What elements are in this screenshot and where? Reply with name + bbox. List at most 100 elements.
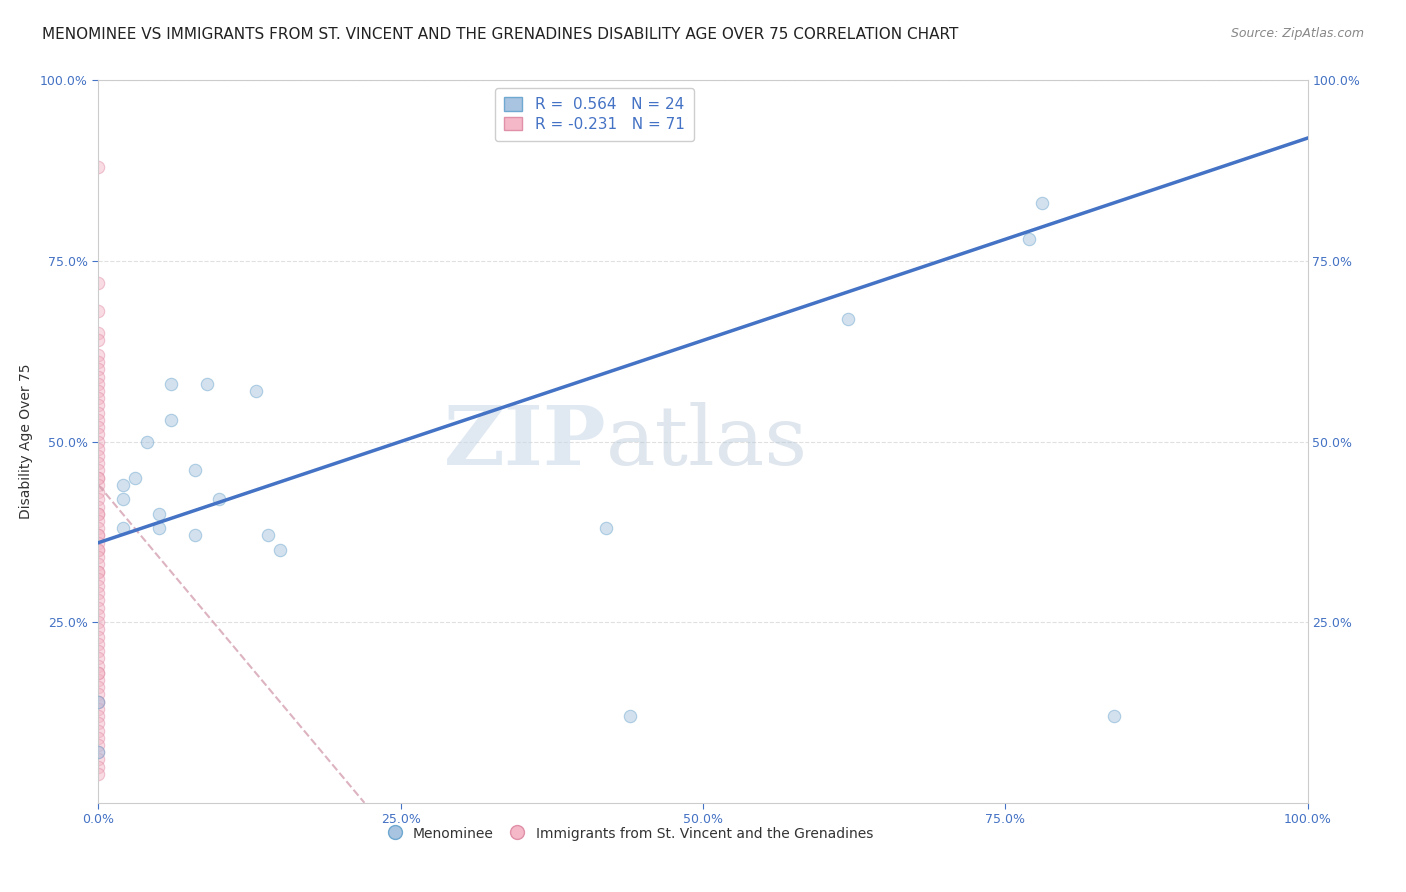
Point xyxy=(87,723,110,738)
Point xyxy=(87,593,110,607)
Point xyxy=(184,528,207,542)
Point xyxy=(148,507,170,521)
Point xyxy=(87,767,110,781)
Point xyxy=(87,709,110,723)
Point xyxy=(87,731,110,745)
Point xyxy=(87,413,110,427)
Point xyxy=(87,470,110,484)
Point xyxy=(87,607,110,622)
Point xyxy=(87,579,110,593)
Point xyxy=(87,334,110,348)
Point xyxy=(256,528,278,542)
Point xyxy=(87,716,110,731)
Point xyxy=(1031,196,1053,211)
Point xyxy=(1018,232,1040,246)
Point xyxy=(87,369,110,384)
Point xyxy=(87,463,110,477)
Point xyxy=(87,695,110,709)
Point xyxy=(87,376,110,391)
Point xyxy=(87,680,110,694)
Point xyxy=(595,521,617,535)
Point xyxy=(87,355,110,369)
Point xyxy=(124,470,146,484)
Point xyxy=(160,413,183,427)
Point xyxy=(87,745,110,759)
Point xyxy=(837,311,859,326)
Point xyxy=(87,406,110,420)
Point xyxy=(87,644,110,658)
Point xyxy=(87,665,110,680)
Point xyxy=(195,376,218,391)
Point xyxy=(87,326,110,340)
Point xyxy=(87,160,110,174)
Point xyxy=(87,514,110,528)
Point xyxy=(87,434,110,449)
Point xyxy=(269,542,291,557)
Point xyxy=(619,709,641,723)
Point xyxy=(87,687,110,701)
Point xyxy=(87,528,110,542)
Point xyxy=(87,752,110,766)
Point xyxy=(87,565,110,579)
Point xyxy=(87,695,110,709)
Point xyxy=(87,572,110,586)
Point xyxy=(87,485,110,500)
Point xyxy=(87,615,110,630)
Point xyxy=(87,535,110,549)
Text: ZIP: ZIP xyxy=(444,401,606,482)
Text: MENOMINEE VS IMMIGRANTS FROM ST. VINCENT AND THE GRENADINES DISABILITY AGE OVER : MENOMINEE VS IMMIGRANTS FROM ST. VINCENT… xyxy=(42,27,959,42)
Point xyxy=(87,470,110,484)
Point xyxy=(245,384,267,398)
Point xyxy=(87,651,110,665)
Legend: Menominee, Immigrants from St. Vincent and the Grenadines: Menominee, Immigrants from St. Vincent a… xyxy=(382,822,879,847)
Point xyxy=(87,442,110,456)
Point xyxy=(87,427,110,442)
Point xyxy=(1102,709,1125,723)
Point xyxy=(87,276,110,290)
Point xyxy=(87,492,110,507)
Point xyxy=(87,304,110,318)
Point xyxy=(87,565,110,579)
Point xyxy=(111,521,134,535)
Point xyxy=(87,478,110,492)
Point xyxy=(160,376,183,391)
Point xyxy=(87,456,110,470)
Text: atlas: atlas xyxy=(606,401,808,482)
Point xyxy=(87,665,110,680)
Point xyxy=(87,384,110,398)
Point xyxy=(87,521,110,535)
Point xyxy=(87,745,110,759)
Point xyxy=(111,478,134,492)
Text: Source: ZipAtlas.com: Source: ZipAtlas.com xyxy=(1230,27,1364,40)
Point xyxy=(111,492,134,507)
Point xyxy=(87,586,110,600)
Point xyxy=(87,420,110,434)
Point xyxy=(87,702,110,716)
Point xyxy=(87,550,110,565)
Y-axis label: Disability Age Over 75: Disability Age Over 75 xyxy=(20,364,34,519)
Point xyxy=(135,434,157,449)
Point xyxy=(148,521,170,535)
Point xyxy=(87,695,110,709)
Point xyxy=(87,542,110,557)
Point xyxy=(87,348,110,362)
Point xyxy=(87,362,110,376)
Point xyxy=(87,500,110,514)
Point xyxy=(87,738,110,752)
Point xyxy=(87,507,110,521)
Point xyxy=(87,673,110,687)
Point xyxy=(87,507,110,521)
Point xyxy=(87,391,110,405)
Point xyxy=(87,630,110,644)
Point xyxy=(87,623,110,637)
Point xyxy=(87,658,110,673)
Point xyxy=(87,449,110,463)
Point xyxy=(87,600,110,615)
Point xyxy=(87,760,110,774)
Point xyxy=(87,637,110,651)
Point xyxy=(87,398,110,412)
Point xyxy=(87,558,110,572)
Point xyxy=(208,492,231,507)
Point xyxy=(87,542,110,557)
Point xyxy=(184,463,207,477)
